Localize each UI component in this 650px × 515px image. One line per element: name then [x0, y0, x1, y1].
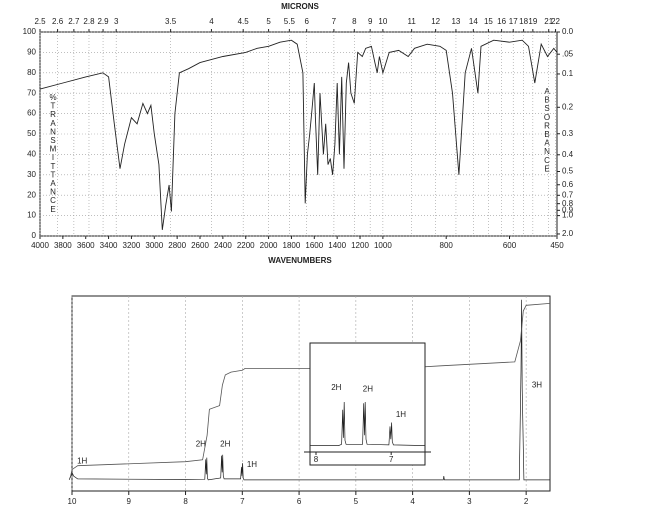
- peak-label: 1H: [247, 460, 257, 469]
- x2-tick-label: 18: [519, 17, 528, 26]
- y-tick-label: 70: [27, 88, 36, 97]
- x-tick-label: 7: [389, 455, 394, 464]
- x-tick-label: 6: [297, 497, 302, 506]
- x-tick-label: 2800: [168, 241, 186, 250]
- x-tick-label: 3400: [100, 241, 118, 250]
- x2-tick-label: 4: [209, 17, 214, 26]
- x-tick-label: 2600: [191, 241, 209, 250]
- x-tick-label: 1400: [328, 241, 346, 250]
- y2-tick-label: 0.4: [562, 150, 574, 159]
- peak-label: 1H: [396, 410, 406, 419]
- x-tick-label: 1200: [351, 241, 369, 250]
- y-tick-label: 40: [27, 150, 36, 159]
- x2-tick-label: 10: [378, 17, 387, 26]
- x2-tick-label: 19: [528, 17, 537, 26]
- x2-tick-label: 3.5: [165, 17, 177, 26]
- y-tick-label: 100: [23, 27, 37, 36]
- ir-x-label: WAVENUMBERS: [268, 256, 332, 265]
- x-tick-label: 5: [354, 497, 359, 506]
- y2-tick-label: 2.0: [562, 229, 574, 238]
- x2-tick-label: 2.7: [68, 17, 80, 26]
- x-tick-label: 600: [503, 241, 517, 250]
- x2-tick-label: 16: [497, 17, 506, 26]
- y-tick-label: 30: [27, 170, 36, 179]
- y2-tick-label: 0.1: [562, 69, 574, 78]
- y2-tick-label: 0.9: [562, 205, 574, 214]
- x2-tick-label: 5: [266, 17, 271, 26]
- y2-tick-label: 0.0: [562, 27, 574, 36]
- x-tick-label: 10: [68, 497, 77, 506]
- y-tick-label: 10: [27, 211, 36, 220]
- x-tick-label: 800: [440, 241, 454, 250]
- x-tick-label: 8: [183, 497, 188, 506]
- x-tick-label: 3600: [77, 241, 95, 250]
- x2-tick-label: 3: [114, 17, 119, 26]
- y-tick-label: 80: [27, 68, 36, 77]
- peak-label: 2H: [363, 384, 373, 393]
- y2-tick-label: .05: [562, 49, 574, 58]
- x-tick-label: 9: [127, 497, 132, 506]
- ir-y-label: % T R A N S M I T T A N C E: [49, 93, 56, 214]
- x2-tick-label: 6: [304, 17, 309, 26]
- x2-tick-label: 4.5: [238, 17, 250, 26]
- x2-tick-label: 8: [352, 17, 357, 26]
- x-tick-label: 3200: [123, 241, 141, 250]
- x-tick-label: 1000: [374, 241, 392, 250]
- integral-curve: [69, 303, 551, 479]
- x2-tick-label: 11: [408, 17, 417, 26]
- y-tick-label: 50: [27, 129, 36, 138]
- x2-tick-label: 14: [469, 17, 478, 26]
- x2-tick-label: 5.5: [284, 17, 296, 26]
- x2-tick-label: 2.5: [34, 17, 46, 26]
- x-tick-label: 2200: [237, 241, 255, 250]
- x-tick-label: 3800: [54, 241, 72, 250]
- x-tick-label: 1800: [283, 241, 301, 250]
- inset-frame: [309, 342, 426, 466]
- y2-tick-label: 1.0: [562, 211, 574, 220]
- y-tick-label: 20: [27, 190, 36, 199]
- x-tick-label: 1600: [305, 241, 323, 250]
- peak-label: 2H: [220, 440, 230, 449]
- y2-tick-label: 0.5: [562, 167, 574, 176]
- y-tick-label: 90: [27, 48, 36, 57]
- x-tick-label: 8: [314, 455, 319, 464]
- y-tick-label: 0: [32, 231, 37, 240]
- x2-tick-label: 22: [551, 17, 560, 26]
- x-tick-label: 2400: [214, 241, 232, 250]
- y2-tick-label: 0.7: [562, 190, 574, 199]
- peak-label: 3H: [532, 380, 542, 389]
- x2-tick-label: 2.6: [52, 17, 64, 26]
- x-tick-label: 3000: [145, 241, 163, 250]
- x-tick-label: 2: [524, 497, 529, 506]
- x2-tick-label: 9: [368, 17, 373, 26]
- x-tick-label: 4000: [31, 241, 49, 250]
- y-tick-label: 60: [27, 109, 36, 118]
- x2-tick-label: 7: [332, 17, 337, 26]
- x-tick-label: 7: [240, 497, 245, 506]
- x2-tick-label: 13: [451, 17, 460, 26]
- x2-tick-label: 12: [431, 17, 440, 26]
- ir-x2-label: MICRONS: [281, 2, 319, 11]
- x-tick-label: 2000: [260, 241, 278, 250]
- peak-label: 2H: [196, 440, 206, 449]
- x2-tick-label: 15: [484, 17, 493, 26]
- x2-tick-label: 2.8: [83, 17, 95, 26]
- y2-tick-label: 0.8: [562, 199, 574, 208]
- y2-tick-label: 0.3: [562, 129, 574, 138]
- ir-trace: [39, 39, 558, 230]
- nmr-trace: [68, 299, 550, 481]
- peak-label: 2H: [331, 383, 341, 392]
- nmr-trace: [310, 401, 426, 446]
- x-tick-label: 3: [467, 497, 472, 506]
- x2-tick-label: 2.9: [97, 17, 109, 26]
- peak-label: 1H: [77, 456, 87, 465]
- y2-tick-label: 0.2: [562, 102, 574, 111]
- x2-tick-label: 21: [544, 17, 553, 26]
- x-tick-label: 4: [410, 497, 415, 506]
- y2-tick-label: 0.6: [562, 180, 574, 189]
- x-tick-label: 450: [550, 241, 564, 250]
- x2-tick-label: 17: [509, 17, 518, 26]
